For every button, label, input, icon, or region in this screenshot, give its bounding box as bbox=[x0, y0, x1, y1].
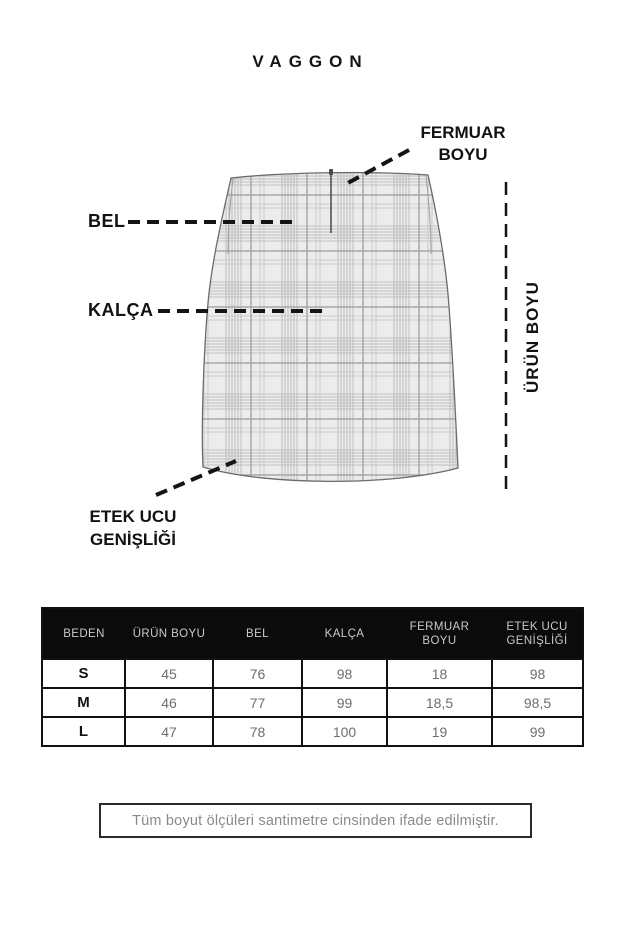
table-cell: 98 bbox=[301, 658, 388, 689]
header-bel: BEL bbox=[213, 608, 302, 659]
table-row-m: M 46 77 99 18,5 98,5 bbox=[41, 687, 584, 718]
table-cell: 100 bbox=[301, 716, 388, 747]
label-kalca: KALÇA bbox=[88, 300, 154, 320]
table-cell: 47 bbox=[124, 716, 214, 747]
table-row-l: L 47 78 100 19 99 bbox=[41, 716, 584, 747]
header-fermuar-boyu: FERMUAR BOYU bbox=[387, 608, 492, 659]
size-table-header-row: BEDEN ÜRÜN BOYU BEL KALÇA FERMUAR BOYU E… bbox=[42, 608, 583, 659]
table-cell: 46 bbox=[124, 687, 214, 718]
table-cell: 98,5 bbox=[491, 687, 584, 718]
table-cell: 76 bbox=[212, 658, 303, 689]
table-cell: 78 bbox=[212, 716, 303, 747]
zipper-icon bbox=[329, 169, 333, 233]
brand-logo: VAGGON bbox=[252, 52, 369, 71]
etek-leader-line bbox=[155, 459, 237, 497]
size-cell: S bbox=[41, 658, 126, 689]
measurement-note: Tüm boyut ölçüleri santimetre cinsinden … bbox=[99, 803, 532, 838]
skirt-illustration bbox=[201, 169, 459, 482]
table-cell: 18 bbox=[386, 658, 493, 689]
table-cell: 99 bbox=[301, 687, 388, 718]
size-table: BEDEN ÜRÜN BOYU BEL KALÇA FERMUAR BOYU E… bbox=[41, 607, 584, 747]
label-fermuar-boyu: FERMUAR BOYU bbox=[420, 123, 506, 164]
label-etek-ucu-genisligi: ETEK UCU GENİŞLİĞİ bbox=[89, 507, 177, 549]
table-cell: 45 bbox=[124, 658, 214, 689]
size-cell: L bbox=[41, 716, 126, 747]
label-bel: BEL bbox=[88, 211, 126, 231]
header-urun-boyu: ÜRÜN BOYU bbox=[125, 608, 213, 659]
size-cell: M bbox=[41, 687, 126, 718]
label-urun-boyu: ÜRÜN BOYU bbox=[523, 281, 542, 393]
header-beden: BEDEN bbox=[42, 608, 125, 659]
header-etek-ucu: ETEK UCU GENİŞLİĞİ bbox=[492, 608, 583, 659]
table-row-s: S 45 76 98 18 98 bbox=[41, 658, 584, 689]
measurement-note-text: Tüm boyut ölçüleri santimetre cinsinden … bbox=[132, 812, 499, 829]
table-cell: 18,5 bbox=[386, 687, 493, 718]
header-kalca: KALÇA bbox=[302, 608, 387, 659]
table-cell: 19 bbox=[386, 716, 493, 747]
table-cell: 77 bbox=[212, 687, 303, 718]
fermuar-leader-line bbox=[345, 148, 410, 186]
table-cell: 98 bbox=[491, 658, 584, 689]
table-cell: 99 bbox=[491, 716, 584, 747]
